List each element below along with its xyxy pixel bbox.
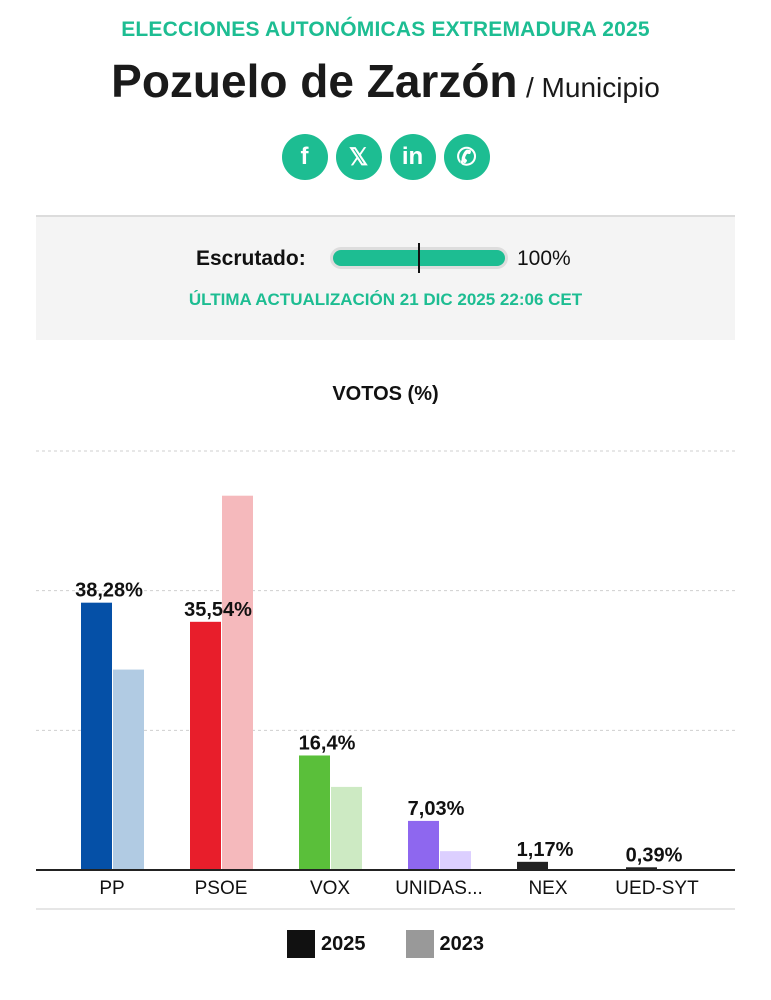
x-icon: 𝕏 bbox=[348, 143, 369, 171]
scrutiny-panel: Escrutado: 100% ÚLTIMA ACTUALIZACIÓN 21 … bbox=[36, 215, 735, 340]
scrutiny-progress-bar bbox=[330, 243, 508, 273]
data-label: 38,28% bbox=[75, 580, 143, 602]
whatsapp-icon: ✆ bbox=[456, 143, 477, 171]
bar-2025-psoe bbox=[190, 621, 221, 870]
category-label: VOX bbox=[310, 878, 350, 899]
progress-midpoint-marker bbox=[418, 243, 420, 273]
bar-2023-psoe bbox=[222, 495, 253, 870]
data-label: 35,54% bbox=[184, 599, 252, 621]
last-updated: ÚLTIMA ACTUALIZACIÓN 21 DIC 2025 22:06 C… bbox=[188, 290, 583, 309]
bar-2023-vox bbox=[331, 786, 362, 870]
whatsapp-share-button[interactable]: ✆ bbox=[443, 134, 490, 180]
legend-swatch-2023 bbox=[405, 930, 434, 958]
bar-2025-uedsyt bbox=[626, 867, 657, 870]
scrutiny-label: Escrutado: bbox=[196, 247, 306, 270]
scrutiny-percent: 100% bbox=[517, 247, 571, 270]
category-label: NEX bbox=[528, 878, 567, 899]
category-label: PP bbox=[99, 878, 124, 899]
municipality-name: Pozuelo de Zarzón bbox=[111, 55, 518, 107]
legend-swatch-2025 bbox=[287, 930, 315, 958]
x-share-button[interactable]: 𝕏 bbox=[335, 134, 382, 180]
data-label: 7,03% bbox=[408, 798, 465, 820]
election-kicker: ELECCIONES AUTONÓMICAS EXTREMADURA 2025 bbox=[121, 18, 650, 41]
category-label: PSOE bbox=[195, 878, 248, 899]
legend-item-2025: 2025 bbox=[287, 930, 366, 958]
share-buttons: f 𝕏 in ✆ bbox=[0, 134, 771, 180]
legend-label-2023: 2023 bbox=[439, 932, 485, 955]
data-label: 16,4% bbox=[299, 732, 356, 754]
municipality-type: / Municipio bbox=[525, 72, 660, 103]
legend-divider bbox=[36, 908, 735, 910]
chart-title: VOTOS (%) bbox=[332, 383, 439, 405]
bar-2025-unidas bbox=[408, 820, 439, 870]
legend-label-2025: 2025 bbox=[321, 932, 366, 955]
data-label: 1,17% bbox=[517, 839, 574, 861]
category-label: UED-SYT bbox=[615, 878, 699, 899]
bar-2025-pp bbox=[81, 602, 112, 870]
linkedin-share-button[interactable]: in bbox=[389, 134, 436, 180]
linkedin-icon: in bbox=[401, 143, 424, 170]
chart-legend: 2025 2023 bbox=[0, 930, 771, 958]
data-label: 0,39% bbox=[626, 844, 683, 866]
bar-2025-nex bbox=[517, 861, 548, 870]
votes-bar-chart: 38,28% PP 35,54% PSOE 16,4% VOX 7,03% UNIDAS...… bbox=[36, 450, 735, 899]
bar-2023-unidas bbox=[440, 851, 471, 870]
bar-2023-pp bbox=[113, 669, 144, 870]
page-title: Pozuelo de Zarzón / Municipio bbox=[0, 54, 771, 108]
facebook-share-button[interactable]: f bbox=[281, 134, 328, 180]
bar-2025-vox bbox=[299, 755, 330, 870]
category-label: UNIDAS... bbox=[395, 878, 483, 899]
facebook-icon: f bbox=[300, 143, 309, 170]
legend-item-2023: 2023 bbox=[405, 930, 485, 958]
